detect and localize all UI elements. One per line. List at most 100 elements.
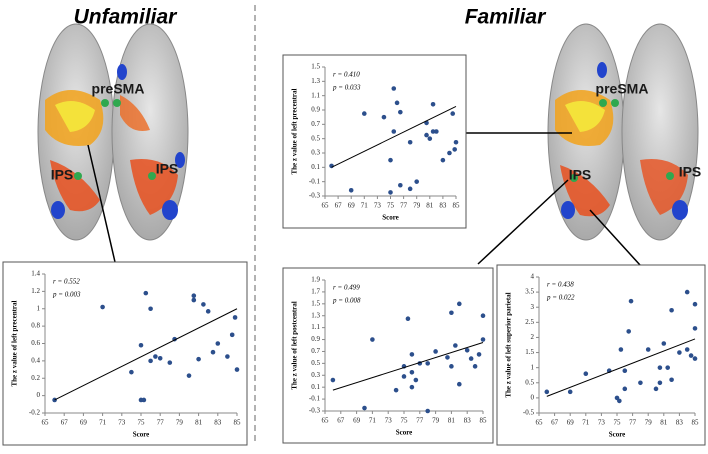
fit-line (331, 105, 457, 168)
y-tick-label: 0.8 (31, 322, 40, 330)
point (665, 365, 670, 370)
point (688, 353, 694, 358)
x-tick-label: 67 (61, 419, 69, 427)
connector (589, 209, 641, 266)
point (661, 341, 667, 346)
x-tick-label: 67 (337, 417, 345, 425)
point (452, 147, 457, 152)
point (464, 347, 470, 353)
x-tick-label: 81 (426, 202, 434, 210)
point (480, 313, 486, 319)
point (453, 139, 459, 145)
y-tick-label: 0.1 (311, 163, 320, 171)
point (440, 157, 446, 163)
x-tick-label: 85 (692, 419, 700, 427)
brain (37, 23, 189, 241)
y-tick-label: 0.7 (311, 347, 320, 355)
point (409, 384, 415, 390)
fit-line (332, 342, 484, 391)
point (657, 380, 663, 386)
region-label: IPS (51, 167, 74, 183)
x-tick-label: 85 (480, 417, 488, 425)
point (449, 310, 454, 316)
heading: Familiar (465, 6, 547, 29)
y-tick-label: 0 (531, 393, 535, 401)
region-label: IPS (679, 164, 702, 180)
x-tick-label: 81 (448, 417, 456, 425)
point (398, 109, 403, 115)
y-tick-label: -0.1 (309, 177, 321, 185)
annotation: p = 0.033 (332, 84, 361, 92)
y-tick-label: -0.2 (29, 409, 41, 417)
x-tick-label: 69 (348, 202, 356, 210)
x-tick-label: 65 (536, 419, 544, 427)
point (191, 297, 197, 303)
y-tick-label: 1.9 (311, 276, 320, 284)
point (424, 132, 429, 138)
annotation: r = 0.552 (53, 278, 80, 286)
y-axis-label: The z value of left postcentral (291, 301, 299, 390)
x-tick-label: 73 (118, 419, 126, 427)
y-tick-label: 0.7 (311, 120, 320, 128)
point (413, 377, 419, 383)
chart-frame (282, 54, 467, 229)
point (407, 139, 413, 145)
point (100, 304, 105, 310)
y-tick-label: 0.5 (311, 359, 320, 367)
point (201, 302, 206, 307)
point (414, 179, 420, 184)
x-tick-label: 81 (660, 419, 668, 427)
point (657, 365, 663, 370)
point (196, 356, 201, 362)
point (645, 347, 651, 352)
point (138, 342, 144, 348)
point (141, 397, 147, 403)
x-tick-label: 77 (157, 419, 165, 427)
x-tick-label: 77 (400, 202, 408, 210)
point (225, 354, 230, 359)
x-tick-label: 83 (214, 419, 222, 427)
point (148, 306, 153, 312)
point (457, 301, 462, 307)
point (362, 111, 367, 116)
region-label: IPS (156, 161, 179, 177)
y-axis-label: The z value of left precentral (11, 300, 19, 386)
y-tick-label: 0.6 (31, 339, 40, 347)
brain (547, 23, 699, 241)
point (450, 111, 456, 116)
point (229, 332, 235, 338)
x-tick-label: 73 (374, 202, 382, 210)
point (583, 371, 589, 377)
connector (87, 144, 116, 263)
chart-frame (2, 261, 248, 446)
point (433, 349, 438, 354)
y-tick-label: 1.2 (31, 287, 40, 295)
point (409, 369, 415, 375)
y-tick-label: 0.4 (31, 356, 40, 364)
annotation: r = 0.499 (333, 284, 360, 292)
x-tick-label: 65 (42, 419, 50, 427)
x-axis-label: Score (396, 429, 413, 437)
y-tick-label: 0.3 (311, 371, 320, 379)
point (391, 129, 397, 134)
x-tick-label: 75 (401, 417, 409, 425)
point (391, 86, 397, 91)
point (447, 150, 452, 156)
point (405, 316, 411, 322)
point (409, 352, 415, 357)
point (468, 356, 474, 361)
x-tick-label: 71 (582, 419, 590, 427)
point (329, 163, 334, 169)
point (186, 373, 192, 378)
x-tick-label: 75 (614, 419, 622, 427)
point (476, 352, 482, 357)
y-tick-label: 1 (531, 363, 535, 371)
point (381, 114, 387, 120)
x-tick-label: 67 (335, 202, 343, 210)
point (692, 356, 698, 361)
point (617, 398, 622, 404)
point (622, 368, 628, 373)
heading: Unfamiliar (74, 6, 179, 29)
y-axis-label: The z value of left superior parietal (505, 292, 513, 397)
